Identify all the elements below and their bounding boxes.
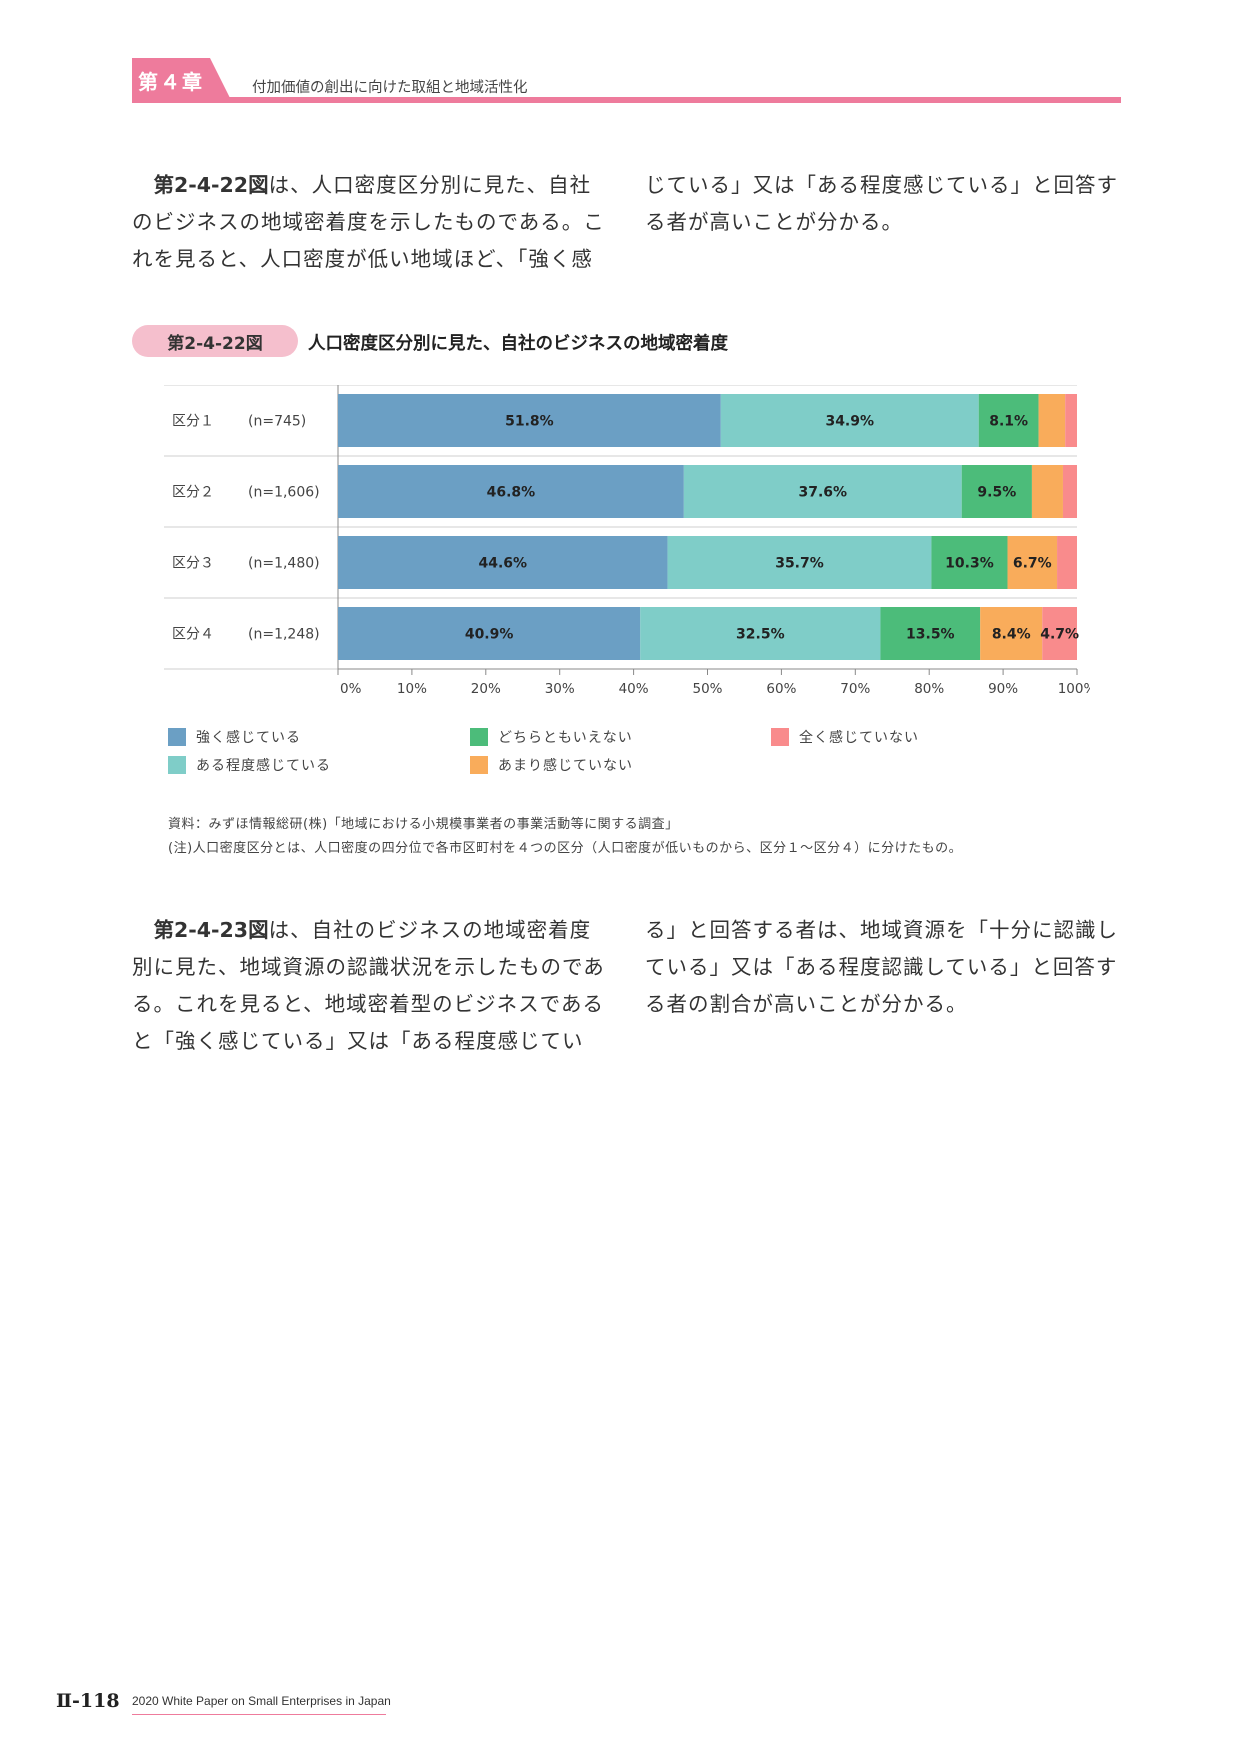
publication-title: 2020 White Paper on Small Enterprises in…	[132, 1694, 391, 1708]
legend-swatch	[470, 728, 488, 746]
outro-right-paragraph: る」と回答する者は、地域資源を「十分に認識し ている」又は「ある程度認識している…	[645, 918, 1118, 1016]
legend-label: あまり感じていない	[498, 758, 633, 774]
x-tick-label: 20%	[471, 681, 501, 697]
legend-label: 全く感じていない	[799, 730, 919, 746]
legend-item-neutral: どちらともいえない	[470, 727, 633, 747]
x-tick-label: 50%	[692, 681, 722, 697]
definition-note: (注)人口密度区分とは、人口密度の四分位で各市区町村を４つの区分（人口密度が低い…	[168, 841, 963, 856]
figure-reference: 第2-4-22図	[153, 173, 269, 197]
bar-segment	[683, 465, 962, 518]
category-label: 区分２	[172, 485, 214, 501]
category-n-label: (n=1,480)	[248, 556, 320, 572]
bar-segment	[1031, 465, 1063, 518]
x-tick-label: 90%	[988, 681, 1018, 697]
data-label: 46.8%	[487, 485, 536, 501]
x-tick-label: 10%	[397, 681, 427, 697]
category-n-label: (n=1,248)	[248, 627, 320, 643]
bar-segment	[931, 536, 1008, 589]
legend-swatch	[771, 728, 789, 746]
bar-segment	[880, 607, 981, 660]
header-rule	[132, 97, 1121, 103]
intro-right-paragraph: じている」又は「ある程度感じている」と回答す る者が高いことが分かる。	[645, 173, 1118, 234]
outro-left-paragraph: 第2-4-23図は、自社のビジネスの地域密着度 別に見た、地域資源の認識状況を示…	[132, 912, 612, 1060]
bar-segment	[1065, 394, 1077, 447]
bar-segment	[338, 607, 641, 660]
data-label: 40.9%	[465, 627, 514, 643]
intro-left-paragraph: 第2-4-22図は、人口密度区分別に見た、自社 のビジネスの地域密着度を示したも…	[132, 167, 612, 278]
source-note: 資料：みずほ情報総研(株)「地域における小規模事業者の事業活動等に関する調査」	[168, 817, 679, 832]
legend-item-strongly: 強く感じている	[168, 727, 301, 747]
category-label: 区分４	[172, 627, 214, 643]
data-label: 51.8%	[505, 414, 554, 430]
legend-label: どちらともいえない	[498, 730, 633, 746]
category-n-label: (n=745)	[248, 414, 306, 430]
data-label: 32.5%	[736, 627, 785, 643]
bar-segment	[640, 607, 881, 660]
x-tick-label: 100%	[1058, 681, 1090, 697]
x-tick-label: 0%	[340, 681, 362, 697]
bar-segment	[1007, 536, 1058, 589]
legend-swatch	[168, 756, 186, 774]
x-tick-label: 80%	[914, 681, 944, 697]
bar-segment	[1042, 607, 1077, 660]
bar-segment	[667, 536, 932, 589]
bar-segment	[338, 394, 721, 447]
legend-item-not-at-all: 全く感じていない	[771, 727, 919, 747]
data-label: 9.5%	[977, 485, 1016, 501]
figure-badge: 第2-4-22図	[132, 325, 298, 357]
stacked-bar-chart: 区分１ (n=745) 51.8% 34.9% 8.1% 区分２ (n=1,606) 46.8…	[164, 385, 1090, 697]
data-label: 4.7%	[1040, 627, 1079, 643]
x-tick-label: 70%	[840, 681, 870, 697]
figure-reference: 第2-4-23図	[153, 918, 269, 942]
data-label: 8.4%	[992, 627, 1031, 643]
data-label: 8.1%	[989, 414, 1028, 430]
data-label: 13.5%	[906, 627, 955, 643]
chapter-title: 付加価値の創出に向けた取組と地域活性化	[252, 80, 528, 96]
bar-segment	[961, 465, 1032, 518]
x-tick-label: 60%	[766, 681, 796, 697]
category-n-label: (n=1,606)	[248, 485, 320, 501]
figure-title: 人口密度区分別に見た、自社のビジネスの地域密着度	[308, 334, 728, 354]
bar-segment	[980, 607, 1043, 660]
legend-swatch	[470, 756, 488, 774]
bar-segment	[720, 394, 979, 447]
bar-segment	[1057, 536, 1077, 589]
data-label: 35.7%	[775, 556, 824, 572]
legend-item-somewhat: ある程度感じている	[168, 755, 331, 775]
legend-label: ある程度感じている	[196, 758, 331, 774]
category-label: 区分３	[172, 556, 214, 572]
bar-segment	[978, 394, 1039, 447]
outro-left-text: は、自社のビジネスの地域密着度 別に見た、地域資源の認識状況を示したものであ る…	[132, 918, 605, 1053]
data-label: 44.6%	[479, 556, 528, 572]
x-tick-label: 30%	[545, 681, 575, 697]
data-label: 37.6%	[798, 485, 847, 501]
page-number: Ⅱ-118	[56, 1690, 120, 1712]
legend-label: 強く感じている	[196, 730, 301, 746]
intro-left-text: は、人口密度区分別に見た、自社 のビジネスの地域密着度を示したものである。こ れ…	[132, 173, 605, 271]
bar-segment	[1038, 394, 1066, 447]
bar-segment	[1062, 465, 1077, 518]
x-tick-label: 40%	[619, 681, 649, 697]
chapter-label: 第４章	[138, 69, 204, 94]
data-label: 10.3%	[945, 556, 994, 572]
legend-item-not-much: あまり感じていない	[470, 755, 633, 775]
data-label: 34.9%	[825, 414, 874, 430]
chapter-tab: 第４章	[132, 58, 232, 102]
legend-swatch	[168, 728, 186, 746]
category-label: 区分１	[172, 414, 214, 430]
bar-segment	[338, 536, 668, 589]
bar-segment	[338, 465, 684, 518]
data-label: 6.7%	[1013, 556, 1052, 572]
footer-rule	[132, 1714, 386, 1715]
